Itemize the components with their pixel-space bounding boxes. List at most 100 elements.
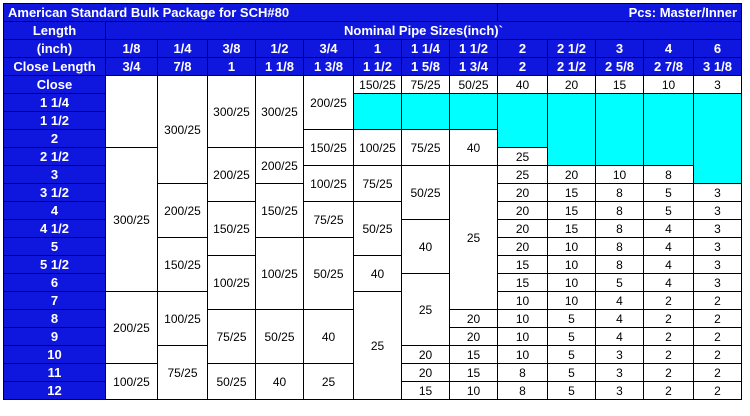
table-row: 1 1/2 xyxy=(3,111,742,130)
qty-cell: 100/25 xyxy=(353,129,402,166)
length-label: 8 xyxy=(3,309,106,328)
qty-cell: 5 xyxy=(547,345,596,364)
qty-cell: 8 xyxy=(643,165,694,184)
qty-cell: 3 xyxy=(693,219,742,238)
table-row: 5 1/2 100/25 40 15 10 8 4 3 xyxy=(3,255,742,310)
qty-cell: 20 xyxy=(449,327,498,346)
close-length-value: 2 5/8 xyxy=(595,57,644,76)
qty-cell: 200/25 xyxy=(157,183,208,238)
close-length-value: 1 3/4 xyxy=(449,57,498,76)
qty-cell: 5 xyxy=(547,363,596,382)
table-row: 7 200/25 100/25 25 10 10 4 2 2 xyxy=(3,291,742,400)
qty-cell: 8 xyxy=(497,363,548,382)
qty-cell: 3 xyxy=(693,237,742,256)
size-header: 2 xyxy=(497,39,548,58)
table-row: 3 100/25 75/25 50/25 25 25 20 10 8 xyxy=(3,165,742,310)
table-row: 9 20 10 5 4 2 2 xyxy=(3,327,742,346)
size-header: 1 1/2 xyxy=(449,39,498,58)
highlight-cell xyxy=(449,93,498,130)
size-header: 4 xyxy=(643,39,694,58)
qty-cell: 2 xyxy=(643,291,694,310)
qty-cell: 40 xyxy=(303,309,354,364)
qty-cell: 50/25 xyxy=(207,363,256,400)
size-header: 1 xyxy=(353,39,402,58)
qty-cell: 4 xyxy=(595,327,644,346)
qty-cell: 15 xyxy=(401,381,450,400)
qty-cell: 150/25 xyxy=(255,183,304,238)
qty-cell: 100/25 xyxy=(157,291,208,346)
highlight-cell xyxy=(643,93,694,166)
length-label: 1 1/2 xyxy=(3,111,106,130)
qty-cell: 15 xyxy=(547,201,596,220)
qty-cell: 3 xyxy=(693,255,742,274)
table-row: 3 1/2 200/25 150/25 20 15 8 5 3 xyxy=(3,183,742,238)
qty-cell: 50/25 xyxy=(401,165,450,220)
qty-cell: 20 xyxy=(547,165,596,184)
qty-cell: 20 xyxy=(497,219,548,238)
length-label: 2 xyxy=(3,129,106,148)
qty-cell: 200/25 xyxy=(105,291,158,364)
qty-cell: 20 xyxy=(401,363,450,382)
qty-cell: 4 xyxy=(595,309,644,328)
qty-cell: 200/25 xyxy=(303,75,354,130)
qty-cell: 75/25 xyxy=(207,309,256,364)
qty-cell: 40 xyxy=(255,363,304,400)
inch-header: (inch) xyxy=(3,39,106,58)
qty-cell: 50/25 xyxy=(449,75,498,94)
qty-cell: 25 xyxy=(449,165,498,310)
length-label: 10 xyxy=(3,345,106,364)
qty-cell: 50/25 xyxy=(303,237,354,310)
qty-cell: 3 xyxy=(693,183,742,202)
size-header: 3 xyxy=(595,39,644,58)
qty-cell: 8 xyxy=(595,237,644,256)
highlight-cell xyxy=(595,93,644,166)
qty-cell: 200/25 xyxy=(255,147,304,184)
qty-cell: 5 xyxy=(595,273,644,292)
qty-cell: 10 xyxy=(547,291,596,310)
qty-cell: 20 xyxy=(497,237,548,256)
highlight-cell xyxy=(547,93,596,166)
qty-cell: 2 xyxy=(693,363,742,382)
qty-cell: 15 xyxy=(595,75,644,94)
qty-cell: 150/25 xyxy=(157,237,208,292)
qty-cell: 10 xyxy=(547,255,596,274)
qty-cell: 40 xyxy=(353,255,402,292)
size-header: 6 xyxy=(693,39,742,58)
table-row: 1 1/4 xyxy=(3,93,742,184)
qty-cell: 5 xyxy=(643,201,694,220)
qty-cell: 3 xyxy=(693,273,742,292)
length-label: 5 1/2 xyxy=(3,255,106,274)
qty-cell: 10 xyxy=(547,237,596,256)
qty-cell: 300/25 xyxy=(157,75,208,184)
qty-cell: 3 xyxy=(693,75,742,94)
qty-cell: 25 xyxy=(497,147,548,166)
table-row: 2 1/2 300/25 200/25 200/25 25 xyxy=(3,147,742,292)
qty-cell: 4 xyxy=(643,255,694,274)
qty-cell: 10 xyxy=(497,327,548,346)
size-header: 3/4 xyxy=(303,39,354,58)
qty-cell: 15 xyxy=(497,255,548,274)
table-row: 4 150/25 75/25 50/25 20 15 8 5 3 xyxy=(3,201,742,256)
qty-cell: 150/25 xyxy=(207,201,256,256)
qty-cell: 300/25 xyxy=(207,75,256,148)
length-label: 9 xyxy=(3,327,106,346)
length-label: 7 xyxy=(3,291,106,310)
close-length-value: 1 5/8 xyxy=(401,57,450,76)
length-label: 2 1/2 xyxy=(3,147,106,166)
qty-cell: 10 xyxy=(497,291,548,310)
size-header: 1/2 xyxy=(255,39,304,58)
qty-cell: 100/25 xyxy=(255,237,304,310)
qty-cell: 25 xyxy=(497,165,548,184)
qty-cell: 8 xyxy=(595,255,644,274)
qty-cell: 10 xyxy=(547,273,596,292)
length-label: 4 1/2 xyxy=(3,219,106,238)
qty-cell: 10 xyxy=(497,309,548,328)
qty-cell: 10 xyxy=(643,75,694,94)
length-label: 12 xyxy=(3,381,106,400)
qty-cell: 20 xyxy=(497,183,548,202)
qty-cell: 8 xyxy=(595,219,644,238)
table-row: 12 15 10 8 5 3 2 2 xyxy=(3,381,742,400)
qty-cell: 4 xyxy=(595,291,644,310)
qty-cell: 75/25 xyxy=(401,75,450,94)
qty-cell: 2 xyxy=(693,327,742,346)
